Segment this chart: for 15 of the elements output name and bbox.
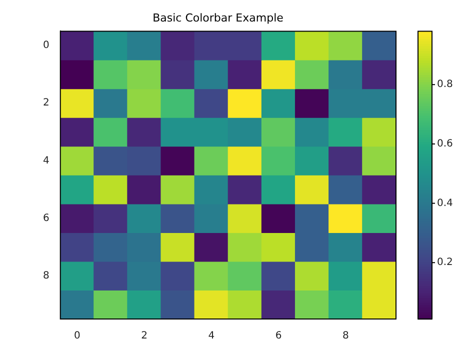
color-bar-label: 0.2 [437, 257, 453, 268]
color-bar-label: 0.6 [437, 138, 453, 150]
y-tick-label: 4 [42, 155, 50, 166]
x-tick-label: 6 [275, 330, 282, 342]
chart-title: Basic Colorbar Example [152, 11, 284, 24]
y-tick-label: 2 [42, 98, 50, 109]
y-tick-label: 6 [42, 212, 50, 224]
color-bar-label: 0.4 [437, 198, 453, 209]
x-tick-label: 4 [208, 330, 215, 342]
x-tick-label: 0 [74, 330, 80, 342]
y-tick-label: 0 [42, 40, 50, 52]
y-tick-label: 8 [42, 270, 50, 282]
x-tick-label: 8 [342, 330, 349, 342]
x-tick-label: 2 [141, 330, 148, 342]
color-bar-label: 0.8 [437, 79, 453, 90]
